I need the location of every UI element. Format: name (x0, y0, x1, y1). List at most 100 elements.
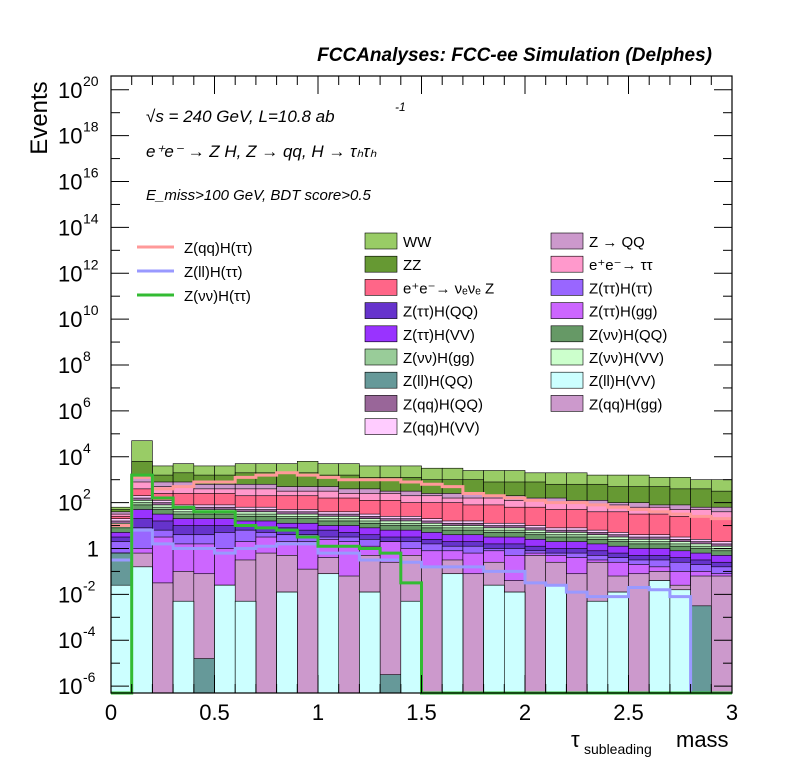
x-tick-label-1: 0.5 (199, 700, 230, 725)
stack-14-bin-7 (255, 552, 277, 694)
legend: Z(qq)H(ττ) Z(ll)H(ττ) Z(νν)H(ττ) WW ZZ e⁺e⁻→ … (137, 232, 667, 437)
y-tick-label-1: 10 18 (58, 119, 99, 149)
y-tick-label-7: 10 6 (58, 394, 91, 424)
legend-left-label-2: Z(νν)H(ττ) (184, 288, 251, 305)
y-tick-label-base-8: 10 (58, 445, 82, 470)
y-tick-label-exp-9: 2 (83, 486, 91, 502)
legend-mid-swatch-5 (364, 348, 398, 366)
legend-mid-label-5: Z(νν)H(gg) (403, 350, 475, 367)
y-tick-label-base-12: 10 (58, 628, 82, 653)
stack-16-bin-3 (172, 600, 195, 694)
x-axis-label-sub: subleading (584, 741, 652, 757)
legend-mid-swatch-7 (364, 395, 398, 412)
x-tick-label-4: 2 (519, 700, 531, 725)
legend-right-swatch-2 (550, 279, 584, 296)
y-tick-label-exp-1: 18 (83, 119, 99, 135)
y-tick-label-11: 10 -2 (58, 577, 96, 607)
y-tick-label-0: 10 20 (58, 73, 99, 103)
y-tick-label-4: 10 12 (58, 256, 99, 286)
y-tick-label-exp-6: 8 (83, 348, 91, 364)
legend-mid-label-7: Z(qq)H(QQ) (403, 396, 483, 413)
x-axis-label-main: τ (571, 727, 580, 752)
y-tick-label-exp-5: 10 (83, 302, 99, 318)
stack-16-bin-0 (110, 584, 133, 694)
legend-mid-swatch-8 (364, 418, 398, 435)
y-tick-label-2: 10 16 (58, 165, 99, 195)
y-tick-label-base-7: 10 (58, 399, 82, 424)
stack-15-bin-4 (193, 658, 215, 694)
y-tick-label-base-11: 10 (58, 582, 82, 607)
y-tick-label-12: 10 -4 (58, 623, 96, 653)
y-tick-label-base-13: 10 (58, 674, 82, 699)
y-tick-label-base-3: 10 (58, 215, 82, 240)
legend-right-label-7: Z(qq)H(gg) (589, 396, 662, 413)
y-tick-label-8: 10 4 (58, 440, 91, 470)
stack-16-bin-18 (483, 584, 505, 694)
y-tick-label-base-9: 10 (58, 491, 82, 516)
y-tick-label-10: 1 (87, 536, 99, 561)
y-tick-label-exp-13: -6 (83, 669, 96, 685)
y-axis-label: Events (26, 81, 53, 154)
y-tick-label-base-0: 10 (58, 78, 82, 103)
stack-15-bin-28 (690, 605, 712, 694)
annotation-energy: √s = 240 GeV, L=10.8 ab -1 (146, 100, 406, 126)
y-tick-label-base-6: 10 (58, 353, 82, 378)
stack-16-bin-27 (669, 589, 691, 694)
y-tick-label-exp-7: 6 (83, 394, 91, 410)
legend-right-label-3: Z(ττ)H(gg) (589, 304, 658, 321)
legend-right-swatch-3 (550, 302, 584, 319)
stack-16-bin-12 (359, 591, 381, 694)
x-tick-label-5: 2.5 (613, 700, 644, 725)
y-tick-label-exp-0: 20 (83, 73, 99, 89)
annotation-energy-sup: -1 (395, 100, 406, 114)
legend-right-label-2: Z(ττ)H(ττ) (589, 280, 653, 297)
stack-15-bin-13 (379, 674, 402, 694)
x-tick-label-3: 1.5 (406, 700, 437, 725)
legend-left-label-1: Z(ll)H(ττ) (184, 264, 243, 281)
legend-right-swatch-7 (550, 395, 584, 412)
stack-16-bin-14 (400, 600, 422, 694)
stack-16-bin-16 (441, 573, 464, 694)
legend-mid-swatch-2 (364, 279, 398, 296)
y-tick-label-base-1: 10 (58, 124, 82, 149)
y-tick-label-exp-4: 12 (83, 256, 99, 272)
annotation-cuts: E_miss>100 GeV, BDT score>0.5 (146, 187, 371, 204)
legend-left-label-0: Z(qq)H(ττ) (184, 240, 253, 257)
legend-right-label-5: Z(νν)H(VV) (589, 350, 664, 367)
legend-mid-label-0: WW (403, 234, 432, 251)
y-tick-label-5: 10 10 (58, 302, 99, 332)
legend-mid-swatch-0 (364, 232, 398, 250)
stack-16-bin-6 (234, 600, 257, 694)
stack-16-bin-19 (503, 591, 526, 694)
y-tick-label-exp-12: -4 (83, 623, 96, 639)
stack-14-bin-25 (628, 573, 650, 694)
legend-right-label-1: e⁺e⁻→ ττ (589, 257, 653, 274)
y-tick-label-exp-8: 4 (83, 440, 91, 456)
y-tick-label-exp-11: -2 (83, 577, 96, 593)
x-tick-label-0: 0 (105, 700, 117, 725)
legend-right-label-4: Z(νν)H(QQ) (589, 327, 667, 344)
y-tick-label-exp-3: 14 (83, 210, 99, 226)
stack-16-bin-10 (317, 573, 340, 694)
legend-right-swatch-6 (550, 371, 584, 389)
stack-14-bin-9 (296, 568, 319, 694)
x-tick-label-2: 1 (312, 700, 324, 725)
legend-mid-label-2: e⁺e⁻→ νₑνₑ Z (403, 280, 494, 297)
stack-16-bin-21 (545, 584, 567, 694)
y-tick-label-9: 10 2 (58, 486, 91, 516)
legend-mid-label-4: Z(ττ)H(VV) (403, 327, 475, 344)
stack-16-bin-1 (131, 566, 153, 694)
stack-14-bin-2 (152, 582, 174, 694)
legend-mid-swatch-3 (364, 302, 398, 319)
stack-14-bin-17 (462, 573, 484, 694)
x-tick-label-6: 3 (726, 700, 738, 725)
legend-mid-label-3: Z(ττ)H(QQ) (403, 304, 478, 321)
y-tick-label-base-2: 10 (58, 170, 82, 195)
chart-title: FCCAnalyses: FCC-ee Simulation (Delphes) (317, 45, 712, 66)
stack-16-bin-5 (214, 584, 236, 694)
legend-mid-label-8: Z(qq)H(VV) (403, 420, 480, 437)
legend-right-swatch-0 (550, 232, 584, 250)
y-tick-label-3: 10 14 (58, 210, 99, 240)
annotation-energy-text: √s = 240 GeV, L=10.8 ab (146, 107, 335, 126)
legend-right-swatch-5 (550, 348, 584, 366)
